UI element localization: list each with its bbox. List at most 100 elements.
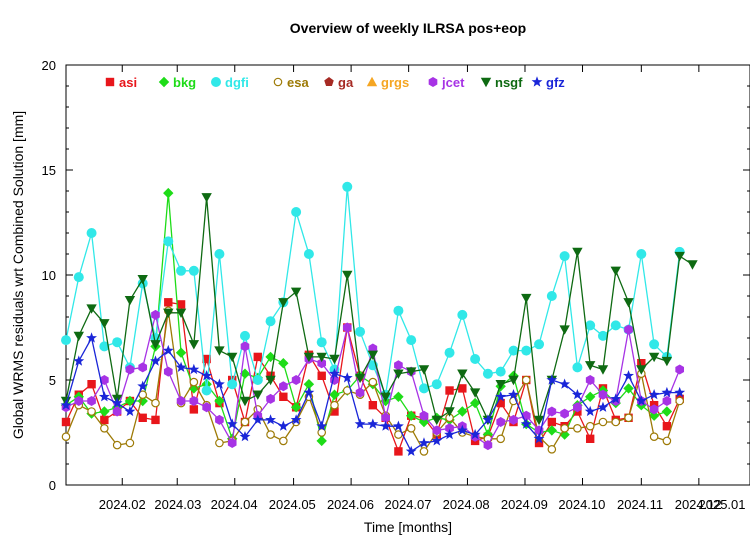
legend-label-bkg: bkg bbox=[173, 75, 196, 90]
data-point-nsgf bbox=[559, 325, 570, 335]
data-point-gfz bbox=[226, 418, 238, 429]
series-jcet bbox=[61, 309, 685, 451]
x-tick-label: 2024.07 bbox=[385, 497, 432, 512]
legend-label-nsgf: nsgf bbox=[495, 75, 523, 90]
data-point-gfz bbox=[213, 378, 225, 389]
data-point-jcet bbox=[585, 375, 595, 385]
data-point-esa bbox=[61, 432, 71, 442]
data-point-jcet bbox=[163, 366, 173, 377]
data-point-dgfi bbox=[61, 335, 71, 346]
x-tick-label: 2024.08 bbox=[443, 497, 490, 512]
data-point-gfz bbox=[571, 389, 583, 400]
data-point-bkg bbox=[546, 425, 558, 436]
legend-marker-dgfi bbox=[211, 77, 221, 87]
data-point-nsgf bbox=[265, 375, 276, 386]
legend-label-grgs: grgs bbox=[381, 75, 409, 90]
data-point-esa bbox=[521, 375, 531, 385]
data-point-esa bbox=[560, 423, 569, 433]
data-point-esa bbox=[87, 407, 96, 416]
x-tick-label: 2024.06 bbox=[327, 497, 374, 512]
data-point-esa bbox=[406, 423, 416, 433]
data-point-esa bbox=[496, 434, 505, 444]
data-point-bkg bbox=[661, 406, 673, 417]
data-point-gfz bbox=[444, 428, 455, 440]
data-point-jcet bbox=[432, 425, 442, 436]
data-point-bkg bbox=[329, 389, 340, 400]
data-point-nsgf bbox=[137, 275, 148, 285]
data-point-esa bbox=[215, 438, 224, 448]
data-point-esa bbox=[662, 436, 672, 446]
data-point-nsgf bbox=[380, 392, 391, 402]
data-point-gfz bbox=[252, 414, 264, 425]
data-point-gfz bbox=[277, 420, 289, 431]
data-point-gfz bbox=[201, 370, 213, 381]
data-point-jcet bbox=[649, 404, 659, 415]
data-point-nsgf bbox=[521, 293, 532, 304]
data-point-dgfi bbox=[239, 330, 250, 341]
data-point-dgfi bbox=[86, 228, 97, 238]
data-point-gfz bbox=[354, 418, 366, 429]
data-point-jcet bbox=[445, 423, 454, 434]
data-point-jcet bbox=[87, 396, 96, 406]
data-point-dgfi bbox=[355, 326, 366, 337]
data-point-nsgf bbox=[227, 352, 238, 363]
data-point-jcet bbox=[355, 387, 365, 398]
data-point-dgfi bbox=[572, 362, 583, 373]
data-point-asi bbox=[445, 386, 454, 395]
data-point-gfz bbox=[648, 389, 660, 400]
data-point-jcet bbox=[151, 309, 160, 320]
data-point-dgfi bbox=[508, 345, 519, 356]
data-point-gfz bbox=[584, 405, 596, 417]
data-point-jcet bbox=[279, 381, 288, 392]
data-point-gfz bbox=[60, 399, 72, 410]
data-point-dgfi bbox=[559, 251, 570, 262]
data-point-jcet bbox=[381, 412, 390, 423]
series-gfz bbox=[60, 332, 686, 457]
data-point-bkg bbox=[584, 391, 596, 402]
data-point-nsgf bbox=[86, 304, 97, 314]
data-point-nsgf bbox=[201, 193, 212, 203]
chart-title: Overview of weekly ILRSA pos+eop bbox=[290, 20, 526, 36]
data-point-asi bbox=[496, 398, 505, 408]
data-point-dgfi bbox=[457, 309, 468, 320]
data-point-esa bbox=[419, 447, 429, 456]
data-point-bkg bbox=[265, 351, 276, 363]
data-point-asi bbox=[394, 447, 403, 456]
legend: asi bkg dgfi esa ga grgs jcet nsgf gfz bbox=[105, 75, 565, 90]
data-point-gfz bbox=[341, 372, 353, 383]
data-point-asi bbox=[100, 415, 109, 425]
data-point-dgfi bbox=[303, 249, 314, 259]
data-point-esa bbox=[240, 417, 250, 427]
data-point-gfz bbox=[137, 380, 149, 391]
legend-label-gfz: gfz bbox=[546, 75, 565, 90]
data-point-gfz bbox=[533, 433, 545, 444]
data-point-dgfi bbox=[482, 368, 493, 379]
data-point-gfz bbox=[265, 414, 276, 425]
data-point-asi bbox=[138, 413, 147, 422]
data-point-jcet bbox=[227, 438, 237, 448]
data-point-dgfi bbox=[188, 265, 199, 276]
data-point-asi bbox=[61, 417, 71, 427]
data-point-gfz bbox=[610, 393, 622, 404]
data-point-asi bbox=[534, 438, 544, 448]
data-point-gfz bbox=[73, 355, 85, 366]
data-point-jcet bbox=[100, 375, 109, 385]
data-point-gfz bbox=[98, 391, 110, 402]
x-tick-label: 2024.03 bbox=[154, 497, 201, 512]
data-point-gfz bbox=[469, 428, 481, 440]
data-point-bkg bbox=[648, 410, 660, 421]
data-point-jcet bbox=[215, 414, 224, 425]
y-tick-label: 15 bbox=[42, 163, 56, 178]
plot-area: 0 5 10 15 20 2024.02 2024.03 2024.04 2024.05 2024… bbox=[42, 58, 750, 512]
data-point-asi bbox=[330, 407, 339, 416]
data-point-dgfi bbox=[201, 385, 212, 396]
x-tick-label: 2024.11 bbox=[617, 497, 663, 512]
y-tick-label: 10 bbox=[42, 268, 56, 283]
data-point-jcet bbox=[112, 406, 122, 417]
data-point-dgfi bbox=[546, 291, 557, 301]
data-point-asi bbox=[547, 417, 557, 427]
data-point-dgfi bbox=[406, 335, 417, 346]
data-point-nsgf bbox=[610, 266, 621, 276]
data-point-dgfi bbox=[470, 354, 481, 364]
